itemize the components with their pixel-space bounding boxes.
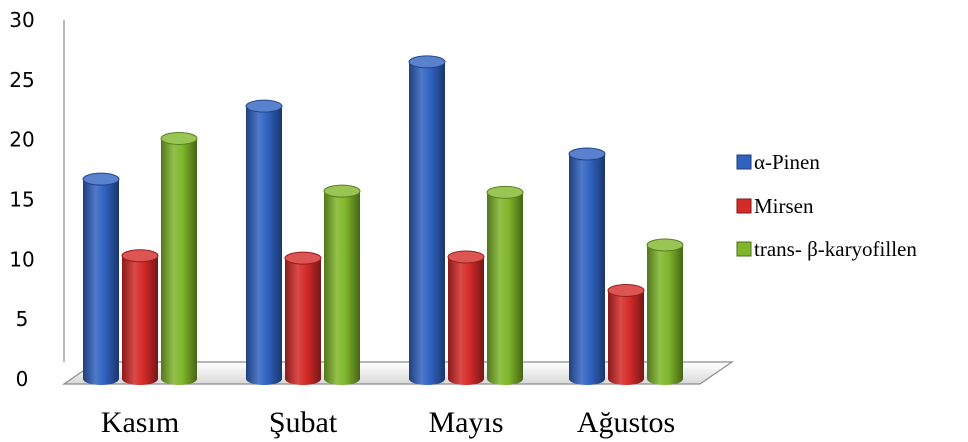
bar xyxy=(408,55,446,386)
x-tick-labels: Kasım Şubat Mayıs Ağustos xyxy=(101,406,675,439)
bar xyxy=(607,283,645,385)
legend-label: α-Pinen xyxy=(754,150,820,174)
y-tick-labels: 0 5 10 15 20 25 30 xyxy=(9,8,34,391)
bar xyxy=(160,131,198,385)
bar xyxy=(82,172,120,385)
y-tick-label: 25 xyxy=(9,68,34,92)
legend-label: trans- β-karyofillen xyxy=(754,237,917,261)
legend-item: Mirsen xyxy=(736,194,814,218)
y-tick-label: 30 xyxy=(9,8,34,32)
legend-item: trans- β-karyofillen xyxy=(736,237,917,261)
y-tick-label: 15 xyxy=(9,188,34,212)
bar xyxy=(121,249,159,385)
y-tick-label: 10 xyxy=(9,247,34,271)
legend: α-Pinen Mirsen trans- β-karyofillen xyxy=(736,150,917,261)
bar xyxy=(245,99,283,385)
x-tick-label: Kasım xyxy=(101,406,179,439)
bars xyxy=(82,55,684,386)
bar xyxy=(447,250,485,385)
x-tick-label: Ağustos xyxy=(577,406,675,439)
legend-item: α-Pinen xyxy=(736,150,820,174)
y-tick-label: 0 xyxy=(16,367,29,391)
x-tick-label: Mayıs xyxy=(429,406,504,439)
bar xyxy=(568,147,606,385)
x-tick-label: Şubat xyxy=(269,406,338,439)
legend-swatch xyxy=(736,241,752,257)
y-tick-label: 5 xyxy=(16,307,29,331)
bar xyxy=(646,238,684,385)
bar xyxy=(323,184,361,385)
legend-swatch xyxy=(736,198,752,214)
y-tick-label: 20 xyxy=(9,128,34,152)
bar xyxy=(486,185,524,385)
legend-swatch xyxy=(736,154,752,170)
legend-label: Mirsen xyxy=(754,194,814,218)
bar xyxy=(284,251,322,385)
